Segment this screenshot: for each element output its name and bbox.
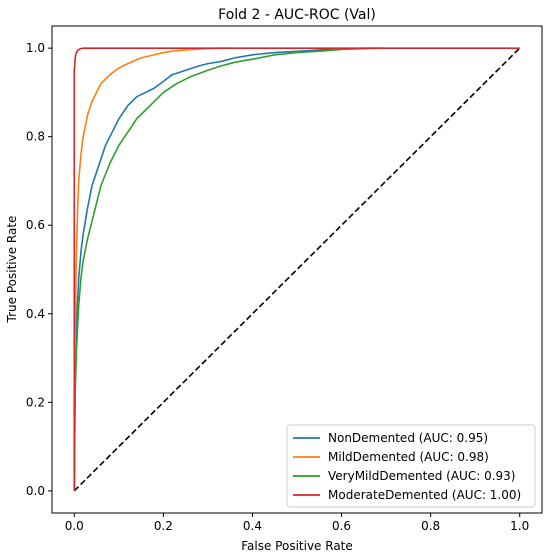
legend-box xyxy=(286,424,536,508)
y-tick-label: 0.0 xyxy=(26,484,45,498)
x-tick-label: 0.2 xyxy=(154,519,173,533)
series-line-0 xyxy=(73,47,382,491)
y-tick-label: 0.4 xyxy=(26,307,45,321)
chart-title: Fold 2 - AUC-ROC (Val) xyxy=(218,7,376,23)
legend-label-3: ModerateDemented (AUC: 1.00) xyxy=(328,488,521,502)
series-line-3 xyxy=(73,47,520,491)
y-tick-label: 0.2 xyxy=(26,395,45,409)
y-axis-label: True Positive Rate xyxy=(5,216,19,324)
y-tick-label: 0.6 xyxy=(26,218,45,232)
reference-diagonal-line xyxy=(73,47,521,492)
x-tick-label: 0.0 xyxy=(65,519,84,533)
x-tick-label: 0.6 xyxy=(332,519,351,533)
ticks-layer: 0.0 0.2 0.4 0.6 0.8 1.0 0.0 0.2 0.4 0.6 0.8 1.0 xyxy=(26,41,529,533)
plot-frame xyxy=(51,25,543,514)
legend: NonDemented (AUC: 0.95) MildDemented (AUC… xyxy=(286,424,536,508)
legend-label-0: NonDemented (AUC: 0.95) xyxy=(328,431,488,445)
series-line-2 xyxy=(73,47,382,491)
y-tick-label: 1.0 xyxy=(26,41,45,55)
legend-label-1: MildDemented (AUC: 0.98) xyxy=(328,450,489,464)
x-tick-label: 1.0 xyxy=(510,519,529,533)
x-axis-label: False Positive Rate xyxy=(241,539,353,553)
x-tick-label: 0.8 xyxy=(421,519,440,533)
x-tick-label: 0.4 xyxy=(243,519,262,533)
series-line-1 xyxy=(73,47,231,491)
y-tick-label: 0.8 xyxy=(26,130,45,144)
legend-label-2: VeryMildDemented (AUC: 0.93) xyxy=(328,469,515,483)
legend-entries: NonDemented (AUC: 0.95) MildDemented (AUC… xyxy=(293,431,521,502)
plot-layer xyxy=(73,47,521,492)
